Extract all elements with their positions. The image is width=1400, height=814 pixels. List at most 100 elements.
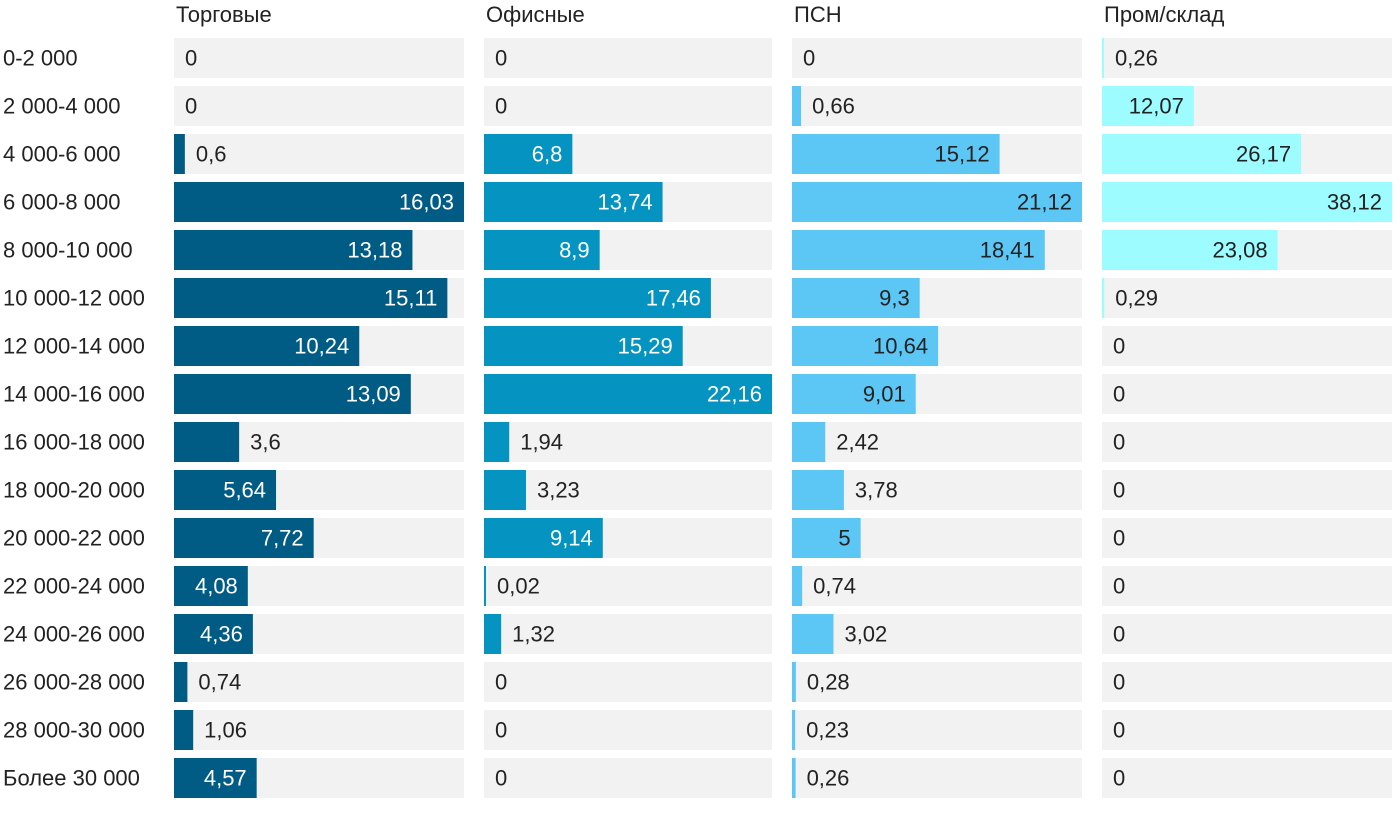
bar-track (174, 38, 464, 78)
bar-track (1102, 38, 1392, 78)
data-label: 0 (1113, 430, 1125, 455)
category-label: 8 000-10 000 (3, 238, 133, 263)
data-label: 9,3 (879, 286, 910, 311)
data-label: 0 (1113, 574, 1125, 599)
bar-track (1102, 470, 1392, 510)
bar-track (484, 614, 772, 654)
bar (1102, 38, 1104, 78)
data-label: 0 (803, 46, 815, 71)
bar (174, 566, 248, 606)
bar-track (792, 566, 1082, 606)
data-label: 9,01 (863, 382, 906, 407)
bar-track (484, 710, 772, 750)
bar (792, 374, 916, 414)
bar (792, 470, 844, 510)
category-label: 12 000-14 000 (3, 334, 145, 359)
data-label: 0,28 (807, 670, 850, 695)
bar-track (1102, 374, 1392, 414)
bar-track (484, 470, 772, 510)
series-торговые: 0 0 0,6 16,03 13,18 15,11 10,24 13,09 3,6 5,64 7,7… (174, 38, 464, 798)
data-label: 0 (1113, 478, 1125, 503)
data-label: 13,18 (347, 238, 402, 263)
data-label: 0,74 (813, 574, 856, 599)
data-label: 0 (1113, 670, 1125, 695)
data-label: 0 (1113, 526, 1125, 551)
data-label: 3,6 (250, 430, 281, 455)
bar-track (792, 710, 1082, 750)
bar (174, 326, 360, 366)
data-label: 1,94 (520, 430, 563, 455)
bar-track (792, 662, 1082, 702)
data-label: 0,26 (1115, 46, 1158, 71)
series-title: ПСН (794, 2, 842, 27)
data-label: 0 (1113, 766, 1125, 791)
series-title: Офисные (486, 2, 585, 27)
bar-track (792, 614, 1082, 654)
data-label: 15,11 (384, 286, 437, 311)
bar (174, 518, 314, 558)
bar-track (1102, 422, 1392, 462)
data-label: 0,6 (196, 142, 227, 167)
bar (484, 278, 711, 318)
bar-track (792, 86, 1082, 126)
data-label: 0,66 (812, 94, 855, 119)
bar-track (484, 38, 772, 78)
data-label: 10,24 (294, 334, 349, 359)
category-label: 18 000-20 000 (3, 478, 145, 503)
series-title: Пром/склад (1104, 2, 1224, 27)
bar (484, 374, 772, 414)
data-label: 3,78 (855, 478, 898, 503)
data-label: 10,64 (873, 334, 928, 359)
bar (484, 422, 510, 462)
data-label: 18,41 (980, 238, 1035, 263)
data-label: 16,03 (399, 190, 454, 215)
data-label: 0 (1113, 718, 1125, 743)
bar-track (484, 566, 772, 606)
bar (484, 182, 663, 222)
data-label: 2,42 (836, 430, 879, 455)
data-label: 13,09 (346, 382, 401, 407)
data-label: 0 (495, 766, 507, 791)
series-псн: 0 0,66 15,12 21,12 18,41 9,3 10,64 9,01 2,42 3,78… (792, 38, 1082, 798)
bar (174, 422, 240, 462)
data-label: 5 (838, 526, 850, 551)
data-label: 0 (1113, 622, 1125, 647)
bar (174, 182, 464, 222)
bar-track (484, 422, 772, 462)
bar-track (1102, 566, 1392, 606)
bar-track (1102, 278, 1392, 318)
category-label: 26 000-28 000 (3, 670, 145, 695)
bar (1102, 230, 1278, 270)
category-label: 28 000-30 000 (3, 718, 145, 743)
bar (792, 422, 826, 462)
bar (484, 566, 486, 606)
bar-track (1102, 518, 1392, 558)
series-title: Торговые (176, 2, 272, 27)
bar (174, 614, 253, 654)
bar (792, 518, 861, 558)
bar (1102, 86, 1194, 126)
data-label: 0,02 (497, 574, 540, 599)
data-label: 6,8 (532, 142, 563, 167)
bar-track (484, 758, 772, 798)
category-label: Более 30 000 (3, 766, 140, 791)
data-label: 21,12 (1017, 190, 1072, 215)
category-label: 2 000-4 000 (3, 94, 120, 119)
data-label: 4,36 (200, 622, 243, 647)
data-label: 0 (185, 46, 197, 71)
data-label: 0,23 (806, 718, 849, 743)
bar (484, 326, 683, 366)
bar-track (484, 662, 772, 702)
series-пром-склад: 0,26 12,07 26,17 38,12 23,08 0,29 0 0 0 0 0 0 0 0 0 0 (1102, 38, 1392, 798)
data-label: 13,74 (598, 190, 653, 215)
bar-track (174, 662, 464, 702)
bar-track (174, 710, 464, 750)
bar-track (1102, 662, 1392, 702)
bar (174, 374, 411, 414)
bar (792, 758, 796, 798)
bar (174, 134, 185, 174)
data-label: 0,74 (198, 670, 241, 695)
data-label: 0 (495, 94, 507, 119)
bar (792, 326, 939, 366)
